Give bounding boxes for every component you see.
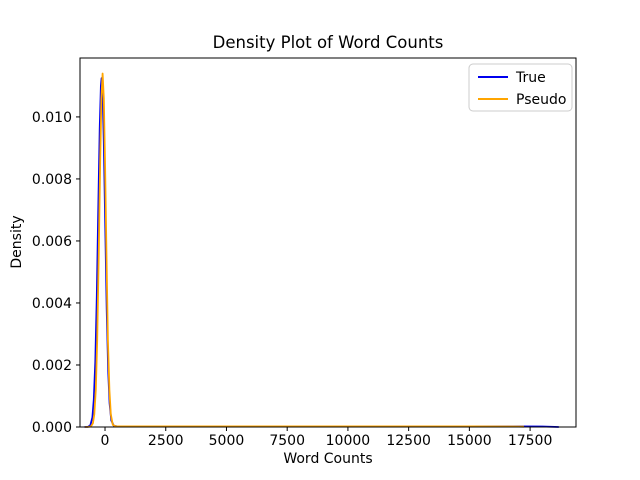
x-tick-label: 12500 (386, 433, 431, 449)
y-tick-label: 0.008 (32, 172, 72, 188)
legend-label-pseudo: Pseudo (516, 92, 566, 108)
chart-title: Density Plot of Word Counts (212, 33, 444, 52)
x-tick-label: 7500 (269, 433, 305, 449)
y-tick-label: 0.000 (32, 420, 72, 436)
x-axis-label: Word Counts (283, 451, 373, 467)
x-tick-label: 2500 (148, 433, 184, 449)
y-tick-label: 0.010 (32, 110, 72, 126)
y-tick-label: 0.006 (32, 234, 72, 250)
x-tick-label: 10000 (326, 433, 371, 449)
density-curve-pseudo (85, 72, 525, 428)
x-tick-label: 17500 (508, 433, 553, 449)
x-tick-label: 0 (101, 433, 110, 449)
y-tick-label: 0.004 (32, 296, 72, 312)
x-tick-label: 5000 (209, 433, 245, 449)
axes-frame (79, 57, 577, 428)
x-tick-label: 15000 (447, 433, 492, 449)
density-curve-true (84, 77, 559, 428)
legend-label-true: True (515, 70, 546, 86)
y-tick-label: 0.002 (32, 358, 72, 374)
